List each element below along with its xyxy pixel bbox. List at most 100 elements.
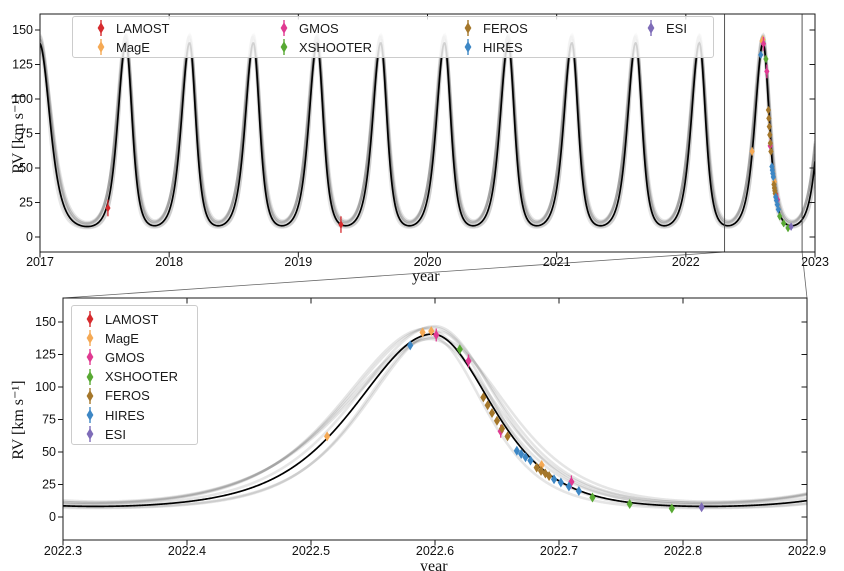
model-curve-mean (40, 41, 815, 228)
point-HIRES (770, 172, 776, 182)
point-XSHOOTER (589, 492, 596, 503)
legend-label: FEROS (105, 388, 150, 404)
point-FEROS (765, 105, 771, 115)
legend-marker-icon (86, 311, 94, 327)
legend-item-gmos: GMOS (278, 19, 339, 37)
legend-marker-icon (647, 20, 655, 36)
y-tick-label: 75 (42, 413, 56, 427)
y-axis-label-bottom: RV [km s⁻¹] (10, 380, 27, 460)
x-tick-label: 2019 (284, 255, 312, 269)
point-MagE (538, 460, 545, 470)
top-axes: 2017 2018 2019 2020 2021 2022 2023 0 25 50 75 100 12… (12, 14, 829, 269)
point-HIRES (407, 340, 414, 351)
legend-item-xshooter: XSHOOTER (278, 38, 372, 56)
zoom-connector-left (62, 251, 725, 299)
point-ESI (788, 222, 794, 231)
x-tick-label: 2021 (543, 255, 571, 269)
y-tick-label: 0 (49, 510, 56, 524)
legend-marker-icon (464, 20, 472, 36)
point-HIRES (557, 477, 564, 488)
point-GMOS (465, 356, 472, 366)
point-HIRES (775, 205, 781, 214)
legend-marker-icon (86, 349, 94, 366)
legend-label: MagE (116, 39, 150, 55)
point-MagE (749, 147, 755, 156)
point-XSHOOTER (785, 223, 791, 233)
point-MagE (324, 431, 331, 442)
point-GMOS (760, 39, 767, 48)
legend-item-feros: FEROS (84, 387, 150, 405)
legend-item-mage: MagE (84, 329, 139, 347)
legend-label: XSHOOTER (105, 369, 178, 385)
point-HIRES (513, 445, 520, 456)
x-tick-label: 2022.5 (292, 544, 330, 558)
x-tick-label: 2022.8 (664, 544, 702, 558)
legend-label: LAMOST (105, 311, 159, 327)
x-tick-label: 2017 (26, 255, 54, 269)
point-FEROS (542, 468, 549, 479)
legend-marker-icon (280, 20, 288, 36)
point-XSHOOTER (781, 219, 787, 228)
legend-marker-icon (97, 39, 105, 55)
legend-item-mage: MagE (95, 38, 150, 56)
point-HIRES (774, 200, 780, 209)
legend-item-gmos: GMOS (84, 348, 145, 366)
legend-label: LAMOST (116, 20, 170, 36)
y-tick-label: 75 (19, 127, 33, 141)
y-tick-label: 50 (42, 445, 56, 459)
point-HIRES (758, 50, 764, 60)
point-FEROS (484, 400, 491, 411)
y-tick-label: 150 (35, 315, 56, 329)
y-tick-label: 100 (35, 380, 56, 394)
point-FEROS (504, 431, 511, 442)
legend-marker-icon (97, 20, 105, 36)
legend-marker-icon (464, 39, 472, 55)
y-tick-label: 125 (35, 348, 56, 362)
legend-label: GMOS (105, 349, 145, 365)
x-axis-label-top: year (412, 268, 440, 285)
x-tick-label: 2022.7 (540, 544, 578, 558)
point-GMOS (764, 67, 770, 76)
x-tick-label: 2023 (801, 255, 829, 269)
point-HIRES (527, 455, 534, 466)
y-tick-label: 0 (26, 230, 33, 244)
legend-item-lamost: LAMOST (95, 19, 169, 37)
data-points-bottom (324, 326, 705, 514)
legend-marker-icon (86, 426, 94, 443)
point-XSHOOTER (456, 344, 463, 355)
bottom-axes: 2022.3 2022.4 2022.5 2022.6 2022.7 2022.8 2022… (35, 298, 826, 558)
y-tick-label: 125 (12, 58, 33, 72)
point-MagE (428, 326, 435, 337)
point-HIRES (518, 448, 525, 459)
x-tick-label: 2022 (672, 255, 700, 269)
legend-item-esi: ESI (645, 19, 687, 37)
legend-item-hires: HIRES (84, 406, 145, 424)
point-GMOS (433, 330, 440, 340)
y-tick-label: 25 (19, 196, 33, 210)
legend-label: MagE (105, 330, 139, 346)
y-tick-label: 50 (19, 161, 33, 175)
x-tick-label: 2022.6 (416, 544, 454, 558)
point-XSHOOTER (763, 54, 769, 64)
y-tick-label: 150 (12, 23, 33, 37)
point-LAMOST (105, 203, 111, 213)
point-FEROS (533, 462, 540, 473)
legend-label: ESI (105, 426, 126, 442)
legend-top: LAMOST MagE GMOS XSHOOTER FEROS HIRES ESI (72, 16, 714, 58)
x-tick-label: 2022.3 (44, 544, 82, 558)
point-XSHOOTER (668, 503, 675, 514)
legend-label: GMOS (299, 20, 339, 36)
legend-label: FEROS (483, 20, 528, 36)
point-FEROS (767, 138, 773, 148)
legend-marker-icon (280, 39, 288, 55)
data-points-top (105, 35, 794, 233)
y-axis-label-top: RV [km s⁻¹] (10, 94, 27, 174)
x-tick-label: 2018 (155, 255, 183, 269)
legend-item-lamost: LAMOST (84, 310, 158, 328)
point-MagE (419, 327, 426, 338)
legend-label: ESI (666, 20, 687, 36)
point-GMOS (568, 476, 575, 487)
legend-marker-icon (86, 368, 94, 385)
